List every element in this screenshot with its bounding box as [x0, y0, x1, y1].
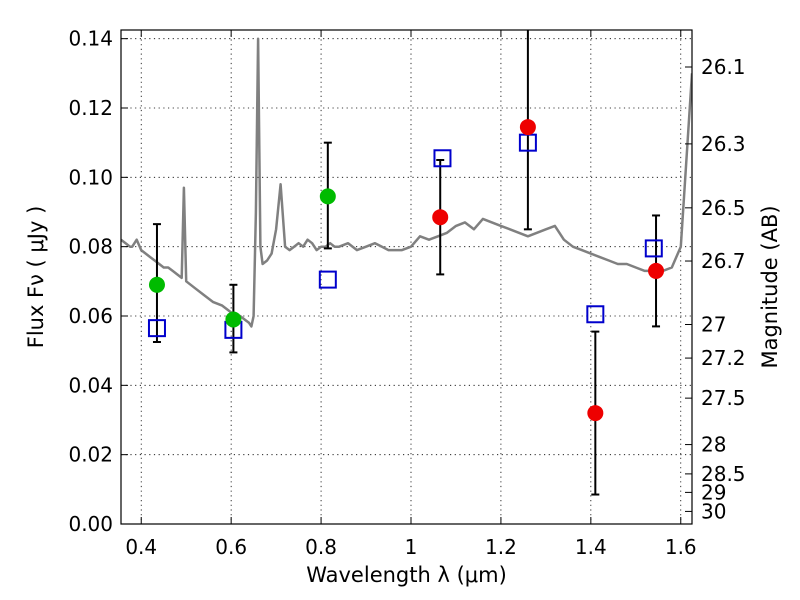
x-tick-label: 1.2 — [485, 535, 517, 559]
magnitude-tick-label: 26.5 — [701, 196, 746, 220]
y-tick-label: 0.00 — [68, 512, 113, 536]
x-tick-label: 1.6 — [665, 535, 697, 559]
magnitude-tick-label: 26.3 — [701, 132, 746, 156]
x-axis-label: Wavelength λ (μm) — [306, 563, 507, 587]
x-tick-label: 0.8 — [305, 535, 337, 559]
magnitude-tick-label: 26.7 — [701, 249, 746, 273]
magnitude-tick-label: 27.2 — [701, 346, 746, 370]
model-photometry-square — [318, 270, 337, 289]
observed-flux-point — [432, 209, 449, 226]
observed-flux-point — [519, 119, 536, 136]
y-tick-label: 0.06 — [68, 304, 113, 328]
magnitude-tick-label: 26.1 — [701, 55, 746, 79]
plot-frame — [120, 29, 693, 525]
observed-flux-point — [648, 262, 665, 279]
magnitude-tick-label: 27 — [701, 313, 726, 337]
y-tick-label: 0.04 — [68, 373, 113, 397]
y-tick-label: 0.08 — [68, 235, 113, 259]
model-photometry-square — [147, 319, 166, 338]
y-tick-label: 0.12 — [68, 96, 113, 120]
x-tick-label: 1 — [405, 535, 418, 559]
magnitude-tick-label: 28.5 — [701, 462, 746, 486]
magnitude-tick-label: 27.5 — [701, 386, 746, 410]
points-layer — [147, 30, 665, 496]
detected-flux-point — [225, 311, 242, 328]
model-photometry-square — [433, 149, 452, 168]
y-tick-label: 0.02 — [68, 443, 113, 467]
grid-layer — [121, 30, 692, 525]
magnitude-tick-label: 29 — [701, 480, 726, 504]
y-axis-label: Flux Fν ( μJy ) — [24, 206, 48, 349]
magnitude-tick-label: 28 — [701, 433, 726, 457]
magnitude-tick-label: 30 — [701, 499, 726, 523]
x-tick-label: 1.4 — [575, 535, 607, 559]
detected-flux-point — [319, 188, 336, 205]
observed-flux-point — [587, 405, 604, 422]
magnitude-axis-label: Magnitude (AB) — [758, 205, 782, 368]
sed-spectrum-line — [121, 37, 692, 328]
detected-flux-point — [148, 276, 165, 293]
y-tick-label: 0.14 — [68, 27, 113, 51]
sed-layer — [121, 37, 692, 328]
tick-layer: 0.4 0.6 0.8 1 1.2 1.4 1.6 0.00 0.02 0.04 0.06 0.08 0… — [68, 27, 745, 559]
model-photometry-square — [644, 239, 663, 258]
model-photometry-square — [586, 305, 605, 324]
y-tick-label: 0.10 — [68, 165, 113, 189]
x-tick-label: 0.6 — [215, 535, 247, 559]
x-tick-label: 0.4 — [125, 535, 157, 559]
